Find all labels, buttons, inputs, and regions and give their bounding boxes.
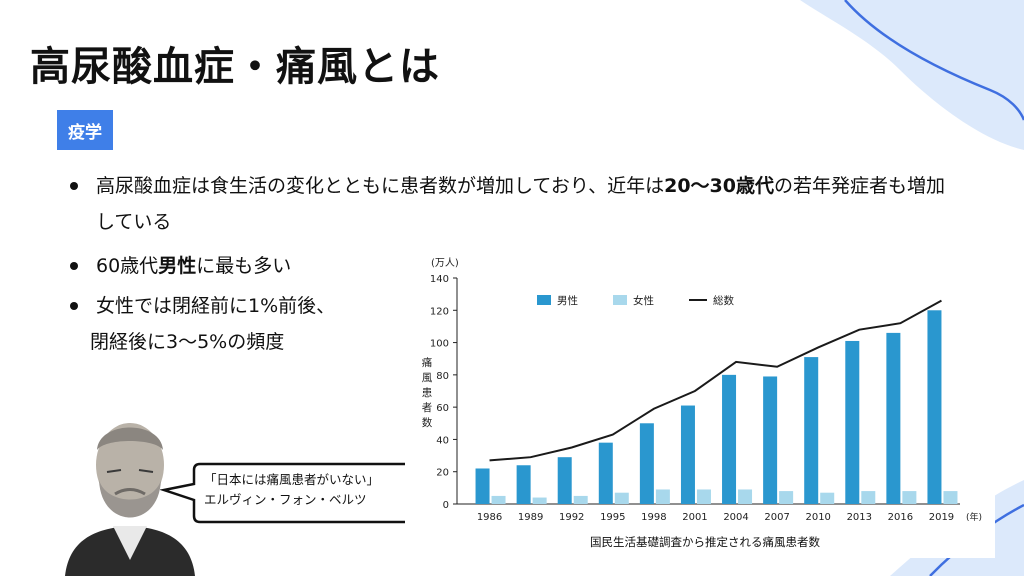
bar-male xyxy=(516,465,531,504)
bar-male xyxy=(639,423,654,504)
quote-author: エルヴィン・フォン・ベルツ xyxy=(204,492,367,507)
y-tick-label: 120 xyxy=(430,306,449,317)
legend-label-female: 女性 xyxy=(633,294,654,307)
bar-female xyxy=(655,489,670,504)
top-right-blob xyxy=(800,0,1024,150)
bar-male xyxy=(886,332,901,504)
bar-female xyxy=(696,489,711,504)
legend-label-total: 総数 xyxy=(713,294,734,307)
chart-svg: 0 20 40 60 80 100 120 140 (万人) 痛風患者数 1986 1989 1992 1… xyxy=(422,257,982,549)
bar-male xyxy=(845,340,860,504)
bullet-item: 60歳代男性に最も多い xyxy=(70,248,291,284)
quote-bubble: 「日本には痛風患者がいない」 エルヴィン・フォン・ベルツ xyxy=(159,460,420,526)
legend-swatch-male xyxy=(537,295,551,305)
bar-male xyxy=(475,468,490,504)
bullet-text: の若年発症者も増加している xyxy=(96,175,946,233)
bullet-dot xyxy=(70,262,78,270)
x-tick-label: 1986 xyxy=(477,512,502,523)
y-axis-label-char: 風 xyxy=(422,372,433,384)
y-axis-label-char: 者 xyxy=(422,402,433,414)
x-tick-label: 1998 xyxy=(641,512,666,523)
bullet-item: 女性では閉経前に1%前後、 閉経後に3〜5%の頻度 xyxy=(70,288,430,360)
bar-female xyxy=(779,491,794,504)
page-title: 高尿酸血症・痛風とは xyxy=(30,44,440,90)
bar-female xyxy=(738,489,753,504)
bullet-emphasis: 男性 xyxy=(158,255,197,277)
bar-male xyxy=(763,376,778,504)
bar-male xyxy=(680,405,695,504)
y-tick-label: 40 xyxy=(436,435,449,446)
x-tick-label: 2016 xyxy=(888,512,913,523)
x-tick-label: 1992 xyxy=(559,512,584,523)
x-tick-label: 2001 xyxy=(682,512,707,523)
bar-male xyxy=(557,457,572,504)
y-axis-label-char: 数 xyxy=(422,416,433,429)
x-tick-label: 2013 xyxy=(847,512,872,523)
x-unit-label: (年) xyxy=(966,511,982,523)
y-tick-label: 100 xyxy=(430,339,449,350)
bar-male xyxy=(598,442,613,504)
bullet-text: 60歳代 xyxy=(96,255,159,277)
bar-female xyxy=(820,492,835,504)
bullet-emphasis: 20〜30歳代 xyxy=(664,175,774,197)
bullet-dot xyxy=(70,302,78,310)
bar-female xyxy=(573,495,588,504)
bullet-text: 高尿酸血症は食生活の変化とともに患者数が増加しており、近年は xyxy=(96,175,665,197)
bar-male xyxy=(927,310,942,504)
bullet-text: に最も多い xyxy=(196,255,292,277)
quote-text: 「日本には痛風患者がいない」 xyxy=(204,472,380,487)
y-tick-label: 140 xyxy=(430,274,449,285)
bullet-item: 高尿酸血症は食生活の変化とともに患者数が増加しており、近年は20〜30歳代の若年… xyxy=(70,168,950,240)
bullet-dot xyxy=(70,182,78,190)
bar-female xyxy=(614,492,629,504)
bullet-text: 閉経後に3〜5%の頻度 xyxy=(90,331,285,353)
line-total xyxy=(489,299,942,462)
x-tick-label: 2007 xyxy=(764,512,789,523)
x-tick-label: 2010 xyxy=(805,512,830,523)
y-axis-label-char: 患 xyxy=(422,387,433,399)
y-tick-label: 60 xyxy=(436,403,449,414)
x-tick-label: 1989 xyxy=(518,512,543,523)
section-tag: 疫学 xyxy=(57,110,113,150)
y-tick-label: 80 xyxy=(436,371,449,382)
x-tick-label: 2004 xyxy=(723,512,748,523)
bullet-text: 女性では閉経前に1%前後、 xyxy=(96,295,336,317)
legend-label-male: 男性 xyxy=(557,294,578,307)
bar-male xyxy=(804,357,819,504)
chart-caption: 国民生活基礎調査から推定される痛風患者数 xyxy=(590,535,820,549)
bar-female xyxy=(491,495,506,504)
bar-female xyxy=(902,491,917,504)
y-tick-label: 0 xyxy=(443,500,449,511)
bar-female xyxy=(532,497,547,504)
y-axis-label-char: 痛 xyxy=(422,356,433,369)
bar-male xyxy=(722,374,737,504)
y-unit-label: (万人) xyxy=(431,257,459,269)
legend-swatch-female xyxy=(613,295,627,305)
bar-female xyxy=(861,491,876,504)
x-tick-label: 1995 xyxy=(600,512,625,523)
gout-patients-chart: 0 20 40 60 80 100 120 140 (万人) 痛風患者数 1986 1989 1992 1… xyxy=(405,248,995,558)
y-tick-label: 20 xyxy=(436,468,449,479)
bar-female xyxy=(943,491,958,504)
top-right-curve xyxy=(844,0,1024,121)
x-tick-label: 2019 xyxy=(929,512,954,523)
